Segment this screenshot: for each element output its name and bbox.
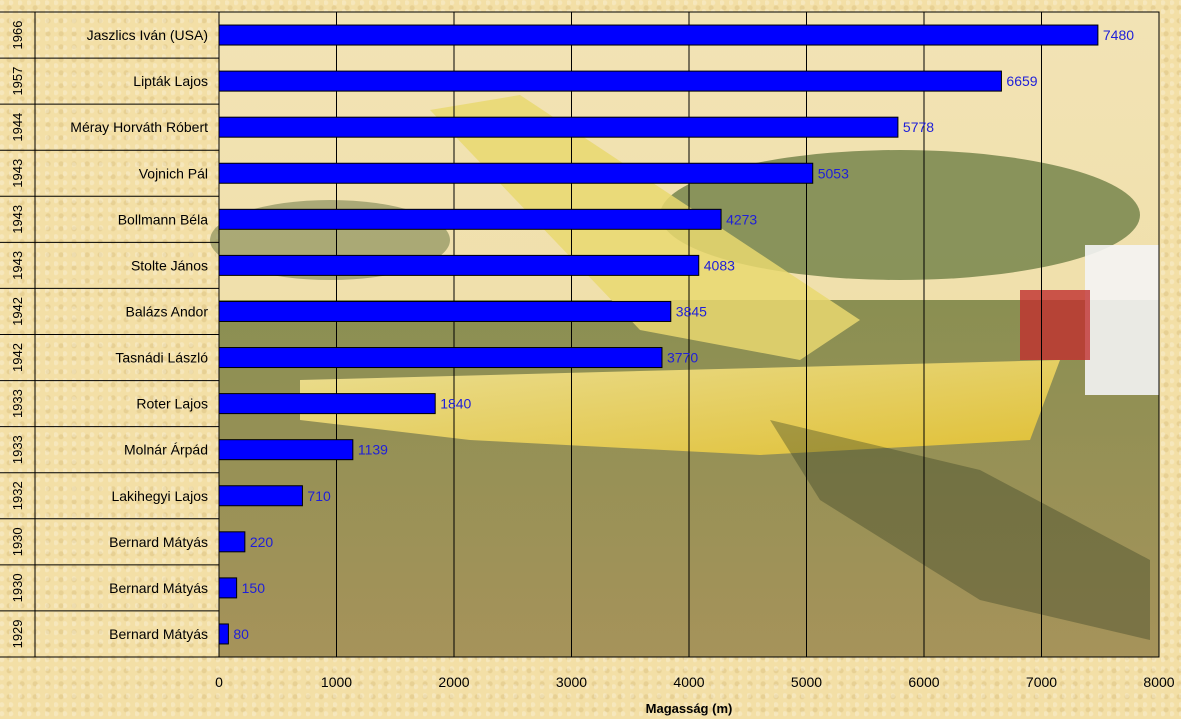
bars [218, 24, 1099, 645]
bar [218, 439, 354, 461]
category-label: Bernard Mátyás [109, 534, 208, 550]
category-label: Bollmann Béla [118, 211, 208, 227]
x-tick-label: 5000 [791, 674, 822, 690]
x-tick-label: 8000 [1143, 674, 1174, 690]
year-label: 1932 [10, 481, 25, 510]
year-label: 1930 [10, 527, 25, 556]
bar [218, 485, 303, 507]
data-label: 150 [242, 580, 266, 596]
data-label: 80 [233, 626, 249, 642]
year-label: 1942 [10, 297, 25, 326]
year-label: 1929 [10, 620, 25, 649]
year-label: 1943 [10, 159, 25, 188]
data-label: 3770 [667, 350, 698, 366]
data-label: 7480 [1103, 27, 1134, 43]
data-label: 710 [307, 488, 331, 504]
x-axis-title: Magasság (m) [646, 701, 733, 716]
category-label: Bernard Mátyás [109, 580, 208, 596]
year-label: 1957 [10, 67, 25, 96]
data-label: 4083 [704, 257, 735, 273]
category-label: Lipták Lajos [133, 73, 208, 89]
category-label: Stolte János [131, 257, 208, 273]
x-tick-label: 1000 [321, 674, 352, 690]
bar [218, 347, 663, 369]
bar [218, 623, 229, 645]
year-label: 1930 [10, 573, 25, 602]
category-label: Lakihegyi Lajos [111, 488, 208, 504]
x-tick-label: 4000 [673, 674, 704, 690]
x-tick-label: 3000 [556, 674, 587, 690]
bar [218, 162, 814, 184]
data-label: 4273 [726, 211, 757, 227]
category-labels: Jaszlics Iván (USA) Lipták Lajos Méray Hor… [70, 27, 208, 642]
category-label: Balázs Andor [126, 303, 209, 319]
category-label: Roter Lajos [136, 396, 208, 412]
bar [218, 70, 1002, 92]
year-label: 1933 [10, 435, 25, 464]
bar [218, 300, 672, 322]
data-label: 220 [250, 534, 274, 550]
category-label: Molnár Árpád [124, 442, 208, 458]
year-labels: 1966 1957 1944 1943 1943 1943 1942 1942 1933 1933… [10, 21, 25, 649]
year-label: 1942 [10, 343, 25, 372]
bar [218, 208, 722, 230]
data-label: 5778 [903, 119, 934, 135]
bar [218, 24, 1099, 46]
year-label: 1933 [10, 389, 25, 418]
data-label: 1139 [358, 442, 388, 458]
category-label: Bernard Mátyás [109, 626, 208, 642]
x-tick-label: 2000 [438, 674, 469, 690]
data-label: 6659 [1006, 73, 1037, 89]
x-tick-labels: 0 1000 2000 3000 4000 5000 6000 7000 8000 [215, 674, 1175, 690]
bar [218, 531, 246, 553]
category-label: Vojnich Pál [139, 165, 208, 181]
year-label: 1966 [10, 21, 25, 50]
category-row-dividers [0, 11, 219, 658]
year-label: 1944 [10, 113, 25, 142]
data-label: 5053 [818, 165, 849, 181]
x-tick-label: 0 [215, 674, 223, 690]
plot-background-photo [210, 12, 1159, 657]
year-label: 1943 [10, 205, 25, 234]
bar [218, 577, 238, 599]
bar [218, 393, 436, 415]
x-tick-label: 6000 [908, 674, 939, 690]
category-label: Tasnádi László [115, 350, 208, 366]
data-label: 1840 [440, 396, 471, 412]
x-tick-label: 7000 [1026, 674, 1057, 690]
bar [218, 116, 899, 138]
category-label: Méray Horváth Róbert [70, 119, 208, 135]
gridlines [336, 12, 1042, 657]
category-label: Jaszlics Iván (USA) [87, 27, 208, 43]
data-labels: 7480 6659 5778 5053 4273 4083 3845 3770 1840 1139… [233, 27, 1134, 642]
year-label: 1943 [10, 251, 25, 280]
data-label: 3845 [676, 303, 707, 319]
bar [218, 254, 700, 276]
